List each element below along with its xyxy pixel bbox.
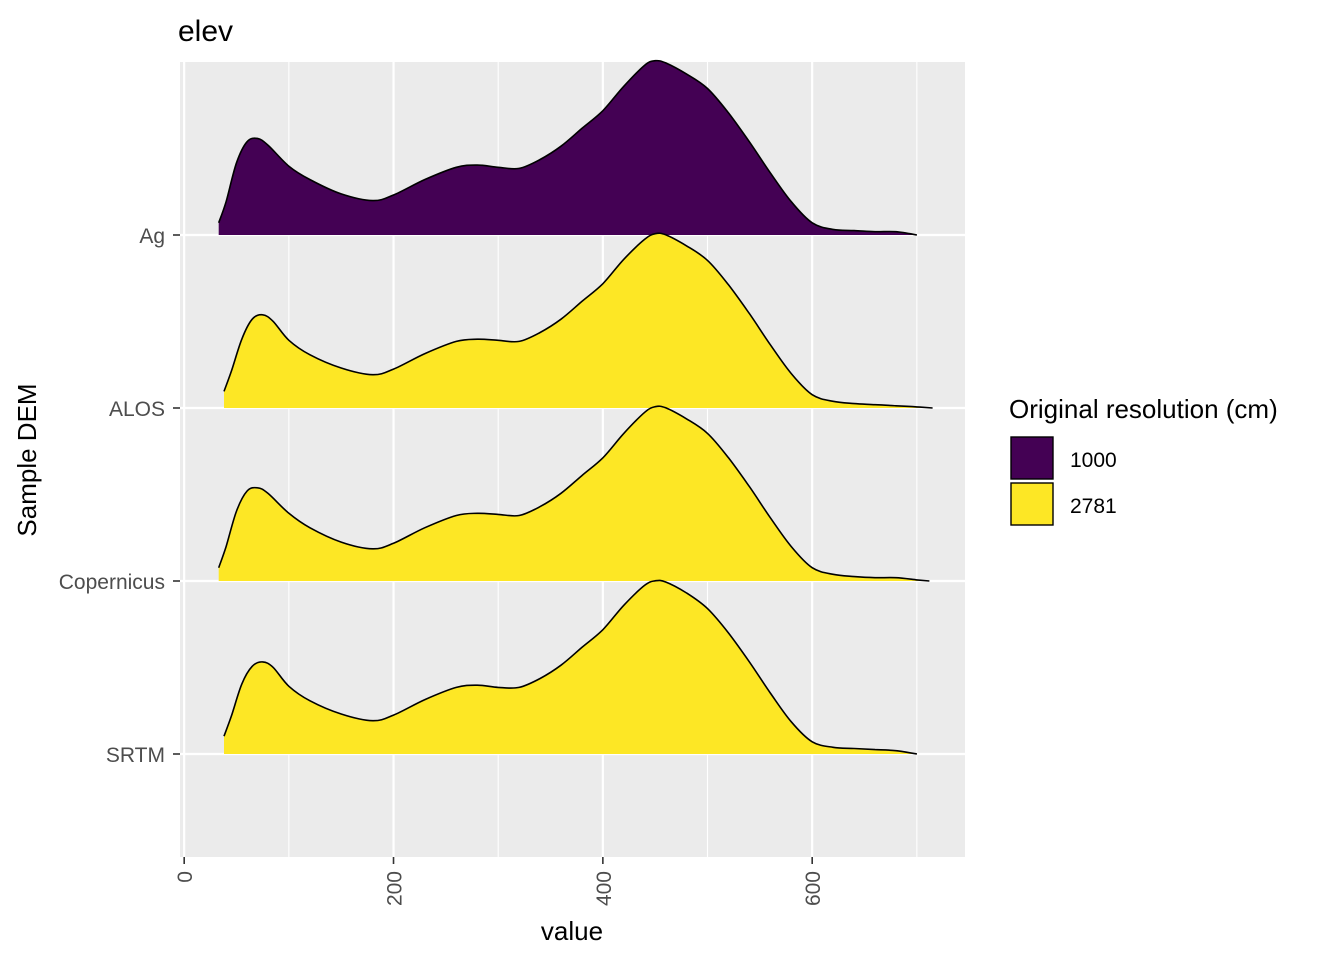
ridge-fill-ag (218, 60, 917, 236)
chart-title: elev (178, 15, 233, 48)
legend-label-1000: 1000 (1070, 449, 1117, 472)
legend-title: Original resolution (cm) (1009, 394, 1278, 424)
y-tick-label-alos: ALOS (109, 398, 165, 421)
ridge-outline-ag (217, 59, 918, 236)
y-tick-label-srtm: SRTM (106, 744, 165, 767)
ridge-outline-copernicus (217, 405, 930, 582)
ridge-fill-srtm (224, 580, 917, 754)
ridge-fill-copernicus (218, 406, 930, 581)
x-tick-label-2: 400 (593, 871, 616, 906)
y-tick-label-copernicus: Copernicus (59, 571, 165, 594)
legend: Original resolution (cm) 1000 2781 (1009, 394, 1278, 526)
y-axis: SRTM Copernicus ALOS Ag (59, 225, 180, 767)
x-tick-label-0: 0 (174, 871, 197, 883)
y-tick-label-ag: Ag (139, 225, 165, 248)
x-tick-label-1: 200 (384, 871, 407, 906)
ridges (217, 59, 933, 755)
ridge-outline-alos (223, 232, 933, 409)
y-axis-title: Sample DEM (12, 383, 42, 536)
x-axis: 0 200 400 600 (174, 857, 825, 906)
x-axis-title: value (541, 916, 603, 946)
legend-key-2781 (1010, 482, 1054, 526)
ridge-outline-srtm (223, 579, 918, 755)
legend-label-2781: 2781 (1070, 495, 1117, 518)
ridge-fill-alos (224, 233, 933, 408)
x-tick-label-3: 600 (802, 871, 825, 906)
legend-key-1000 (1010, 436, 1054, 480)
